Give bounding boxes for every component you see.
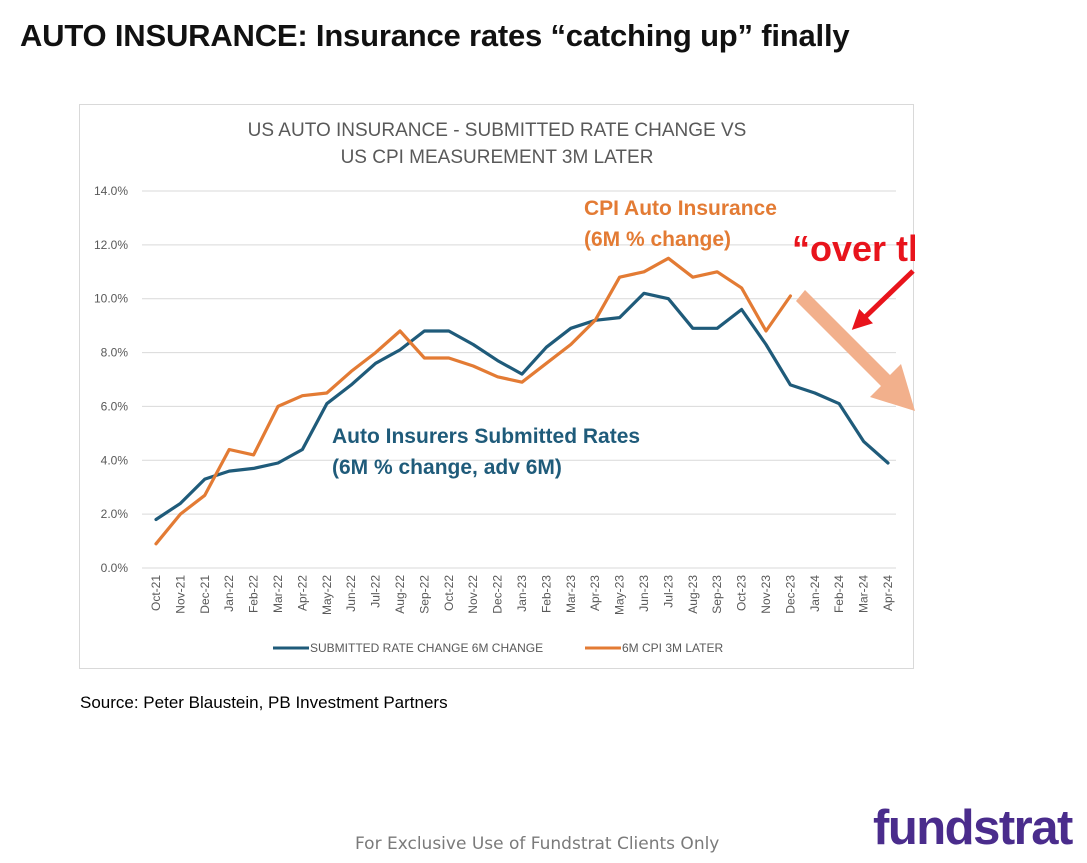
x-tick-label: Mar-23 [564, 575, 578, 613]
x-tick-label: Feb-24 [832, 575, 846, 613]
source-note: Source: Peter Blaustein, PB Investment P… [80, 693, 448, 712]
trend-down-arrow [796, 290, 915, 411]
cpi-annotation-line: CPI Auto Insurance [584, 197, 777, 220]
y-tick-label: 8.0% [101, 346, 129, 360]
page-title: AUTO INSURANCE: Insurance rates “catchin… [20, 18, 850, 53]
line-chart: 0.0% 2.0% 4.0% 6.0% 8.0% 10.0% 12.0% 14.0% Oct-… [94, 120, 915, 655]
cpi-annotation-line: (6M % change) [584, 228, 731, 251]
x-tick-label: Dec-23 [783, 575, 797, 614]
legend-label: SUBMITTED RATE CHANGE 6M CHANGE [310, 641, 543, 655]
x-tick-label: May-22 [320, 575, 334, 615]
peak-annotation: “over the peak” [792, 228, 915, 269]
x-tick-label: Jun-22 [344, 575, 358, 612]
submitted-annotation-line: (6M % change, adv 6M) [332, 456, 562, 479]
cpi-annotation: CPI Auto Insurance (6M % change) [584, 197, 777, 251]
legend-label: 6M CPI 3M LATER [622, 641, 723, 655]
x-tick-label: Jan-22 [222, 575, 236, 612]
submitted-annotation: Auto Insurers Submitted Rates (6M % chang… [332, 425, 640, 479]
peak-pointer-arrow [851, 269, 915, 330]
x-tick-label: Jan-24 [808, 575, 822, 612]
y-tick-label: 10.0% [94, 292, 128, 306]
x-tick-label: Apr-23 [588, 575, 602, 611]
x-tick-label: Apr-24 [881, 575, 895, 611]
x-tick-label: Mar-24 [857, 575, 871, 613]
x-tick-label: Feb-22 [247, 575, 261, 613]
x-tick-label: Jun-23 [637, 575, 651, 612]
chart-title: US AUTO INSURANCE - SUBMITTED RATE CHANG… [248, 120, 747, 168]
chart-title-line: US CPI MEASUREMENT 3M LATER [341, 147, 654, 168]
y-tick-label: 0.0% [101, 561, 129, 575]
x-tick-label: Nov-23 [759, 575, 773, 614]
x-tick-label: Jul-23 [661, 575, 675, 608]
y-tick-label: 2.0% [101, 507, 129, 521]
x-tick-label: Jan-23 [515, 575, 529, 612]
legend-item: SUBMITTED RATE CHANGE 6M CHANGE [273, 641, 543, 655]
footer-disclaimer: For Exclusive Use of Fundstrat Clients O… [355, 834, 720, 854]
y-tick-label: 12.0% [94, 238, 128, 252]
x-tick-label: Aug-23 [686, 575, 700, 614]
x-tick-label: Oct-22 [442, 575, 456, 611]
x-tick-label: May-23 [613, 575, 627, 615]
x-tick-label: Aug-22 [393, 575, 407, 614]
chart-frame: 0.0% 2.0% 4.0% 6.0% 8.0% 10.0% 12.0% 14.0% Oct-… [79, 104, 915, 669]
y-tick-label: 14.0% [94, 184, 128, 198]
chart-title-line: US AUTO INSURANCE - SUBMITTED RATE CHANG… [248, 120, 747, 141]
x-tick-label: Oct-23 [735, 575, 749, 611]
series-line-cpi [154, 256, 792, 546]
submitted-annotation-line: Auto Insurers Submitted Rates [332, 425, 640, 448]
x-tick-label: Sep-23 [710, 575, 724, 614]
x-tick-label: Feb-23 [539, 575, 553, 613]
x-tick-label: Dec-21 [198, 575, 212, 614]
legend-item: 6M CPI 3M LATER [585, 641, 723, 655]
series-line-submitted-rate [154, 291, 890, 522]
x-tick-label: Nov-22 [466, 575, 480, 614]
x-tick-label: Dec-22 [491, 575, 505, 614]
y-tick-label: 6.0% [101, 399, 129, 413]
x-tick-label: Mar-22 [271, 575, 285, 613]
x-tick-label: Jul-22 [369, 575, 383, 608]
x-tick-label: Apr-22 [295, 575, 309, 611]
fundstrat-logo: fundstrat [873, 801, 1073, 855]
x-tick-label: Sep-22 [417, 575, 431, 614]
x-tick-label: Oct-21 [149, 575, 163, 611]
y-tick-label: 4.0% [101, 453, 129, 467]
x-tick-label: Nov-21 [173, 575, 187, 614]
